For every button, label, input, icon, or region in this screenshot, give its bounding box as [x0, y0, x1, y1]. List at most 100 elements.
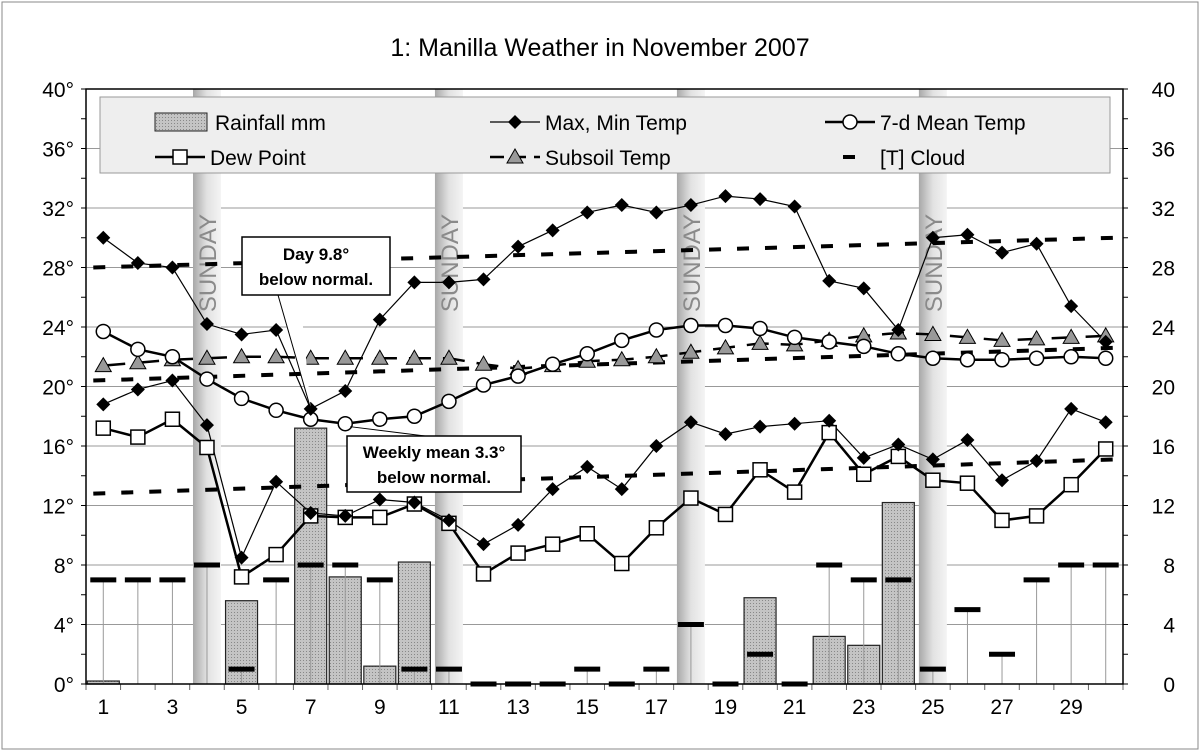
subsoil-point	[716, 338, 735, 355]
subsoil-point	[682, 343, 700, 359]
cloud-mark	[228, 666, 255, 672]
x-tick-label: 1	[97, 696, 109, 719]
mean-temp-point	[752, 320, 768, 337]
dew-point-point	[475, 566, 492, 582]
x-tick-label: 21	[783, 696, 806, 719]
cloud-mark	[747, 651, 774, 657]
mean-temp-point	[821, 334, 837, 350]
legend-box	[99, 96, 1111, 174]
dew-point-point	[683, 490, 699, 506]
legend-label-mean: 7-d Mean Temp	[880, 112, 1026, 135]
cloud-mark	[1023, 577, 1050, 583]
cloud-mark	[263, 577, 290, 583]
dew-point-point	[856, 466, 872, 483]
mean-temp-point	[510, 368, 526, 384]
min-temp-point	[891, 437, 906, 452]
annotation-pointer	[350, 426, 426, 437]
mean-temp-point	[786, 329, 803, 346]
legend-swatch-cloud	[843, 155, 855, 159]
cloud-mark	[366, 577, 393, 583]
mean-temp-point	[959, 351, 976, 368]
min-temp-point	[96, 397, 111, 412]
subsoil-point	[440, 349, 458, 365]
max-temp-point	[1098, 334, 1113, 349]
max-temp-point	[199, 317, 214, 332]
max-temp-point	[614, 198, 629, 213]
cloud-mark	[159, 577, 186, 583]
min-temp-point	[753, 419, 768, 434]
subsoil-point	[647, 347, 666, 364]
y-right-tick-label: 24	[1152, 317, 1176, 340]
legend-marker-subsoil	[506, 147, 524, 164]
annotation-text: below normal.	[259, 270, 373, 289]
y-left-tick-label: 12°	[42, 496, 74, 519]
dew-point-point	[95, 420, 112, 436]
dew-point-point	[164, 411, 181, 427]
max-temp-point	[925, 230, 940, 245]
subsoil-point	[924, 325, 942, 341]
legend-label-max: Max, Min Temp	[545, 112, 687, 135]
y-left-tick-label: 28°	[42, 258, 74, 281]
subsoil-point	[94, 356, 113, 373]
y-right-tick-label: 20	[1152, 377, 1175, 400]
mean-temp-point	[1097, 350, 1114, 366]
mean-temp-point	[233, 390, 250, 407]
subsoil-point	[267, 347, 285, 364]
x-tick-label: 29	[1059, 696, 1082, 719]
cloud-mark	[919, 666, 946, 672]
min-temp-point	[303, 505, 318, 520]
y-right-tick-label: 36	[1152, 139, 1175, 162]
min-temp-point	[822, 413, 837, 428]
y-left-tick-label: 32°	[42, 198, 74, 221]
max-temp-point	[891, 322, 906, 337]
x-tick-label: 9	[374, 696, 386, 719]
max-temp-point	[511, 239, 526, 254]
sunday-band	[918, 89, 947, 684]
y-right-tick-label: 40	[1152, 79, 1175, 102]
dew-point-point	[1097, 441, 1114, 457]
min-temp-point	[995, 473, 1010, 488]
y-right-tick-label: 28	[1152, 258, 1175, 281]
dew-point-point	[130, 429, 146, 445]
min-temp-point	[580, 459, 595, 474]
max-temp-point	[649, 205, 664, 220]
dew-point-point	[959, 475, 976, 491]
x-tick-label: 7	[305, 696, 317, 719]
x-tick-label: 17	[645, 696, 668, 719]
max-temp-point	[441, 275, 456, 290]
cloud-mark	[1092, 562, 1119, 568]
annotation-text: below normal.	[377, 468, 491, 487]
min-temp-point	[372, 492, 387, 507]
dew-point-line	[102, 417, 1107, 579]
legend-label-dew: Dew Point	[210, 147, 306, 170]
cloud-mark	[850, 577, 877, 583]
y-right-tick-label: 32	[1152, 198, 1175, 221]
dew-point-point	[233, 569, 250, 585]
dew-point-point	[614, 555, 630, 572]
subsoil-point	[751, 334, 769, 350]
x-tick-label: 5	[236, 696, 248, 719]
dew-point-point	[1028, 508, 1045, 524]
max-temp-point	[995, 245, 1010, 260]
max-temp-point	[407, 275, 422, 290]
cloud-mark	[643, 666, 670, 672]
dew-point-point	[544, 536, 561, 552]
min-temp-point	[338, 508, 353, 523]
cloud-mark	[1058, 562, 1085, 568]
min-temp-point	[960, 433, 975, 448]
max-temp-point	[822, 273, 837, 288]
subsoil-point	[370, 349, 389, 365]
min-temp-point	[718, 427, 733, 442]
subsoil-point	[336, 349, 355, 365]
legend-marker-mean	[842, 114, 858, 130]
cloud-mark	[954, 607, 981, 613]
max-temp-point	[683, 198, 698, 213]
legend-marker-max	[508, 115, 522, 129]
annotation-pointer	[277, 294, 312, 409]
x-tick-label: 11	[438, 696, 460, 719]
max-temp-point	[787, 199, 802, 214]
subsoil-point	[612, 350, 631, 367]
min-temp-point	[407, 495, 422, 510]
cloud-mark	[435, 666, 462, 672]
